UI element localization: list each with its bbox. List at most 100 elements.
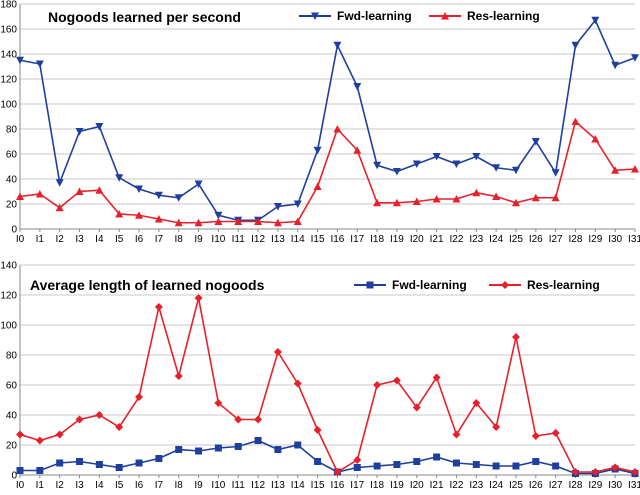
x-tick-label: I10: [211, 480, 225, 491]
data-point-res-learning: [254, 415, 263, 424]
data-point-fwd-learning: [254, 437, 262, 444]
data-point-res-learning: [392, 376, 401, 385]
data-point-res-learning: [194, 218, 203, 227]
x-tick-label: I5: [115, 234, 124, 245]
x-tick-label: I16: [330, 480, 344, 491]
data-point-fwd-learning: [452, 160, 461, 168]
x-tick-label: I9: [194, 234, 203, 245]
x-tick-label: I9: [194, 480, 203, 491]
data-point-res-learning: [452, 195, 461, 203]
data-point-fwd-learning: [35, 60, 44, 68]
y-tick-label: 80: [6, 125, 18, 136]
x-tick-label: I3: [75, 234, 84, 245]
x-tick-label: I7: [155, 234, 164, 245]
legend-marker: [366, 281, 374, 289]
x-tick-label: I8: [175, 480, 184, 491]
legend-label: Res-learning: [467, 9, 540, 23]
data-point-fwd-learning: [194, 180, 203, 188]
data-point-fwd-learning: [154, 191, 163, 200]
x-tick-label: I27: [549, 234, 563, 245]
x-tick-label: I23: [469, 480, 483, 491]
data-point-res-learning: [432, 373, 441, 382]
data-point-res-learning: [16, 192, 24, 200]
data-point-fwd-learning: [314, 458, 322, 465]
data-point-res-learning: [511, 198, 520, 207]
data-point-res-learning: [55, 430, 64, 439]
data-point-res-learning: [55, 203, 64, 212]
data-point-fwd-learning: [392, 168, 401, 176]
data-point-res-learning: [293, 379, 302, 388]
y-tick-label: 0: [11, 225, 17, 236]
y-tick-label: 20: [6, 200, 18, 211]
x-tick-label: I13: [271, 234, 285, 245]
y-tick-label: 140: [0, 261, 17, 272]
x-tick-label: I0: [16, 234, 25, 245]
data-point-fwd-learning: [373, 161, 382, 170]
data-point-res-learning: [531, 432, 540, 440]
data-point-fwd-learning: [492, 462, 500, 470]
x-tick-label: I7: [155, 480, 164, 491]
data-point-fwd-learning: [492, 164, 501, 172]
data-point-fwd-learning: [36, 467, 44, 474]
data-point-fwd-learning: [611, 61, 620, 70]
data-point-res-learning: [631, 165, 639, 173]
nogoods-per-second-chart: 0 20 40 60 80 100 120 140 160 180 I0 I1 I2 I3 I4 I5 I6 I7…: [0, 0, 640, 245]
data-point-res-learning: [95, 186, 104, 194]
x-tick-label: I27: [549, 480, 563, 491]
y-tick-label: 160: [0, 25, 17, 36]
x-tick-label: I22: [449, 480, 463, 491]
x-tick-label: I12: [251, 480, 265, 491]
x-tick-label: I2: [56, 234, 65, 245]
x-tick-label: I18: [370, 234, 384, 245]
x-tick-label: I28: [569, 234, 583, 245]
data-point-fwd-learning: [135, 185, 144, 193]
legend-marker: [311, 12, 319, 20]
x-tick-label: I14: [291, 234, 305, 245]
y-tick-label: 40: [6, 175, 18, 186]
data-point-fwd-learning: [433, 453, 441, 461]
x-tick-label: I13: [271, 480, 285, 491]
y-tick-label: 20: [6, 441, 18, 452]
data-point-res-learning: [333, 468, 342, 476]
x-tick-label: I1: [36, 480, 45, 491]
data-point-fwd-learning: [472, 153, 481, 161]
x-tick-label: I22: [449, 234, 463, 245]
data-point-fwd-learning: [274, 446, 282, 453]
data-point-fwd-learning: [531, 138, 540, 146]
data-point-res-learning: [492, 423, 501, 431]
series-line-res-learning: [19, 120, 636, 224]
x-tick-label: I26: [529, 480, 543, 491]
x-tick-label: I11: [232, 234, 246, 245]
data-point-res-learning: [571, 468, 580, 476]
data-point-fwd-learning: [115, 464, 123, 471]
data-point-res-learning: [551, 429, 560, 437]
data-point-res-learning: [234, 217, 243, 225]
x-tick-label: I10: [211, 234, 225, 245]
data-point-fwd-learning: [373, 462, 381, 470]
data-point-res-learning: [115, 423, 124, 431]
y-tick-label: 60: [6, 150, 18, 161]
data-point-fwd-learning: [56, 459, 64, 467]
series-line-fwd-learning: [19, 18, 636, 222]
x-tick-label: I11: [232, 480, 246, 491]
legend-label: Fwd-learning: [337, 9, 412, 23]
x-tick-label: I4: [95, 234, 104, 245]
data-point-res-learning: [174, 372, 183, 380]
data-point-res-learning: [115, 210, 124, 218]
y-tick-label: 40: [6, 411, 18, 422]
data-point-fwd-learning: [174, 194, 183, 202]
legend-label: Fwd-learning: [392, 278, 467, 292]
data-point-res-learning: [154, 215, 163, 223]
data-point-fwd-learning: [413, 458, 421, 465]
data-point-fwd-learning: [155, 455, 163, 462]
legend-marker: [501, 281, 509, 289]
data-point-res-learning: [214, 217, 223, 225]
data-point-res-learning: [35, 190, 44, 198]
data-point-res-learning: [591, 135, 600, 143]
y-tick-label: 140: [0, 50, 17, 61]
data-point-res-learning: [174, 218, 183, 227]
x-tick-label: I18: [370, 480, 384, 491]
data-point-res-learning: [234, 415, 243, 424]
data-point-res-learning: [412, 197, 421, 205]
